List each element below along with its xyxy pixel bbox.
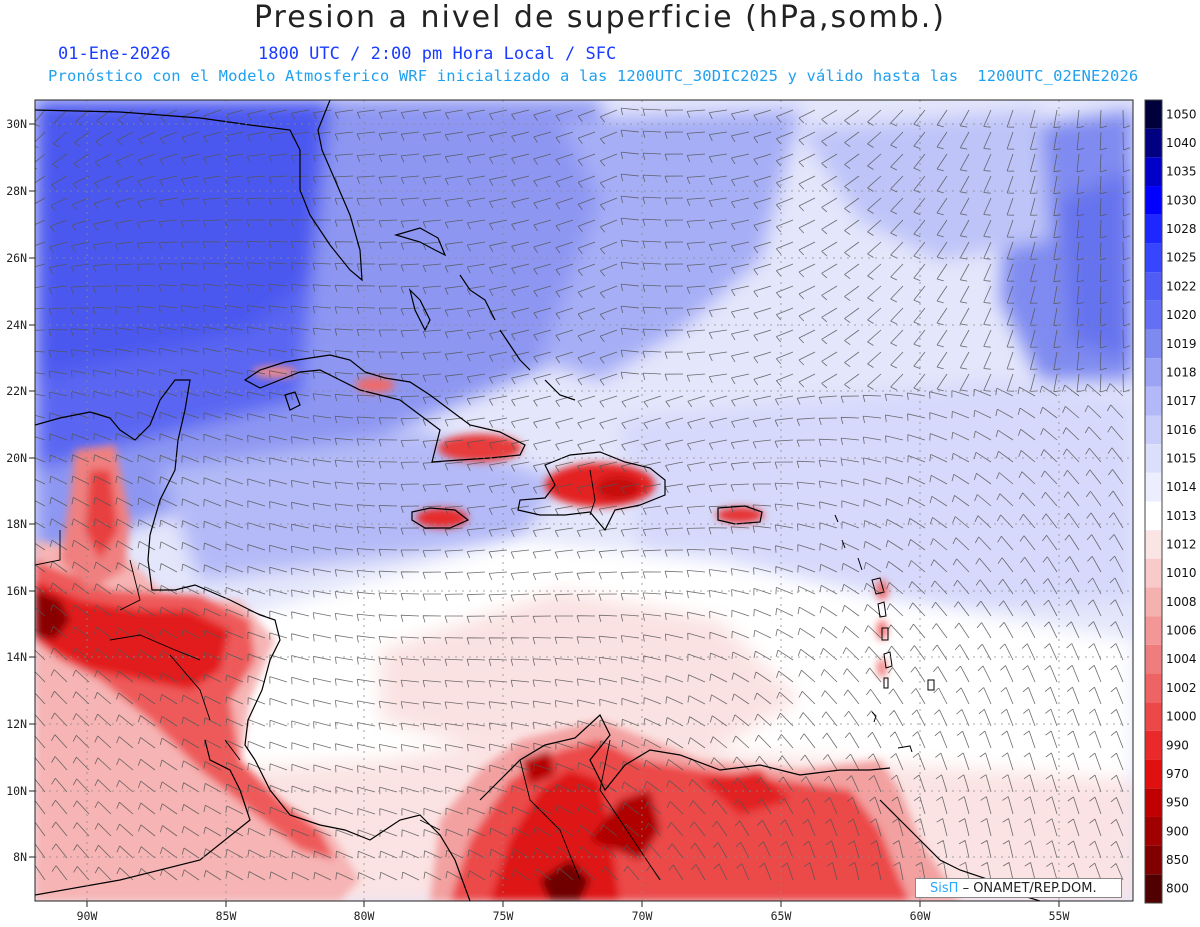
legend-label: 1010 [1166, 566, 1197, 580]
legend-label: 1020 [1166, 308, 1197, 322]
legend-label: 1004 [1166, 652, 1197, 666]
legend-label: 1014 [1166, 480, 1197, 494]
legend-swatch [1145, 214, 1162, 244]
legend-swatch [1145, 558, 1162, 588]
lon-label: 85W [216, 909, 237, 923]
credit-agency: – ONAMET/REP.DOM. [962, 881, 1097, 896]
legend-swatch [1145, 157, 1162, 187]
legend-swatch [1145, 616, 1162, 645]
legend-label: 1015 [1166, 451, 1197, 465]
legend-label: 1016 [1166, 423, 1197, 437]
legend-label: 1035 [1166, 165, 1197, 179]
legend-swatch [1145, 874, 1162, 903]
legend-label: 1000 [1166, 710, 1197, 724]
legend-swatch [1145, 444, 1162, 473]
legend-label: 970 [1166, 767, 1189, 781]
legend-label: 1006 [1166, 624, 1197, 638]
legend-swatch [1145, 587, 1162, 617]
lon-label: 60W [910, 909, 931, 923]
legend-swatch [1145, 730, 1162, 760]
credit-badge: SisΠ – ONAMET/REP.DOM. [915, 878, 1122, 898]
legend-label: 990 [1166, 738, 1189, 752]
legend-label: 1012 [1166, 538, 1197, 552]
credit-brand: SisΠ [930, 881, 959, 896]
legend-swatch [1145, 472, 1162, 502]
coastlines [35, 100, 1041, 901]
legend-label: 1028 [1166, 222, 1197, 236]
legend-swatch [1145, 272, 1162, 301]
legend-label: 1008 [1166, 595, 1197, 609]
map-frame [34, 99, 1134, 902]
legend-swatch [1145, 788, 1162, 817]
lon-label: 75W [493, 909, 514, 923]
legend-label: 1022 [1166, 279, 1197, 293]
lat-label: 10N [6, 784, 27, 798]
legend-label: 800 [1166, 882, 1189, 896]
lat-label: 26N [6, 251, 27, 265]
legend-label: 1040 [1166, 136, 1197, 150]
legend-label: 850 [1166, 853, 1189, 867]
legend-swatch [1145, 386, 1162, 416]
map-title: Presion a nivel de superficie (hPa,somb.… [253, 0, 947, 35]
legend-swatch [1145, 100, 1162, 129]
legend-swatch [1145, 530, 1162, 559]
lat-label: 18N [6, 517, 27, 531]
legend-label: 1030 [1166, 193, 1197, 207]
lon-label: 65W [771, 909, 792, 923]
legend-swatch [1145, 845, 1162, 875]
legend-swatch [1145, 702, 1162, 731]
legend-swatch [1145, 329, 1162, 359]
legend-label: 1050 [1166, 107, 1197, 121]
wind-barb-field [35, 107, 1131, 881]
legend-label: 1025 [1166, 251, 1197, 265]
lat-label: 8N [13, 850, 27, 864]
legend-swatch [1145, 759, 1162, 789]
lat-label: 24N [6, 318, 27, 332]
legend-label: 900 [1166, 824, 1189, 838]
legend-swatch [1145, 673, 1162, 703]
legend-swatch [1145, 243, 1162, 273]
legend-swatch [1145, 300, 1162, 330]
legend-label: 1002 [1166, 681, 1197, 695]
lon-label: 90W [77, 909, 98, 923]
legend-label: 950 [1166, 796, 1189, 810]
wind-barbs [35, 107, 1131, 881]
legend-swatch [1145, 415, 1162, 445]
legend-label: 1017 [1166, 394, 1197, 408]
legend-label: 1019 [1166, 337, 1197, 351]
lat-label: 22N [6, 384, 27, 398]
lon-label: 70W [632, 909, 653, 923]
pressure-field [35, 100, 1133, 901]
legend-swatch [1145, 816, 1162, 846]
lat-label: 20N [6, 451, 27, 465]
lat-label: 14N [6, 650, 27, 664]
legend-label: 1018 [1166, 365, 1197, 379]
lat-label: 30N [6, 117, 27, 131]
legend-swatch [1145, 358, 1162, 387]
legend-label: 1013 [1166, 509, 1197, 523]
lon-label: 55W [1049, 909, 1070, 923]
forecast-note: Pronóstico con el Modelo Atmosferico WRF… [48, 67, 1139, 85]
lat-label: 12N [6, 717, 27, 731]
legend-swatch [1145, 644, 1162, 674]
legend-swatch [1145, 186, 1162, 215]
time-label: 1800 UTC / 2:00 pm Hora Local / SFC [258, 44, 617, 64]
graticule [35, 100, 1133, 901]
lat-label: 16N [6, 584, 27, 598]
lat-label: 28N [6, 184, 27, 198]
legend-swatch [1145, 501, 1162, 531]
legend-swatch [1145, 128, 1162, 158]
date-label: 01-Ene-2026 [58, 44, 171, 64]
lon-label: 80W [354, 909, 375, 923]
pressure-legend: 1050 1040 1035 1030 1028 1025 1022 1020 1019 1018… [1144, 99, 1197, 904]
